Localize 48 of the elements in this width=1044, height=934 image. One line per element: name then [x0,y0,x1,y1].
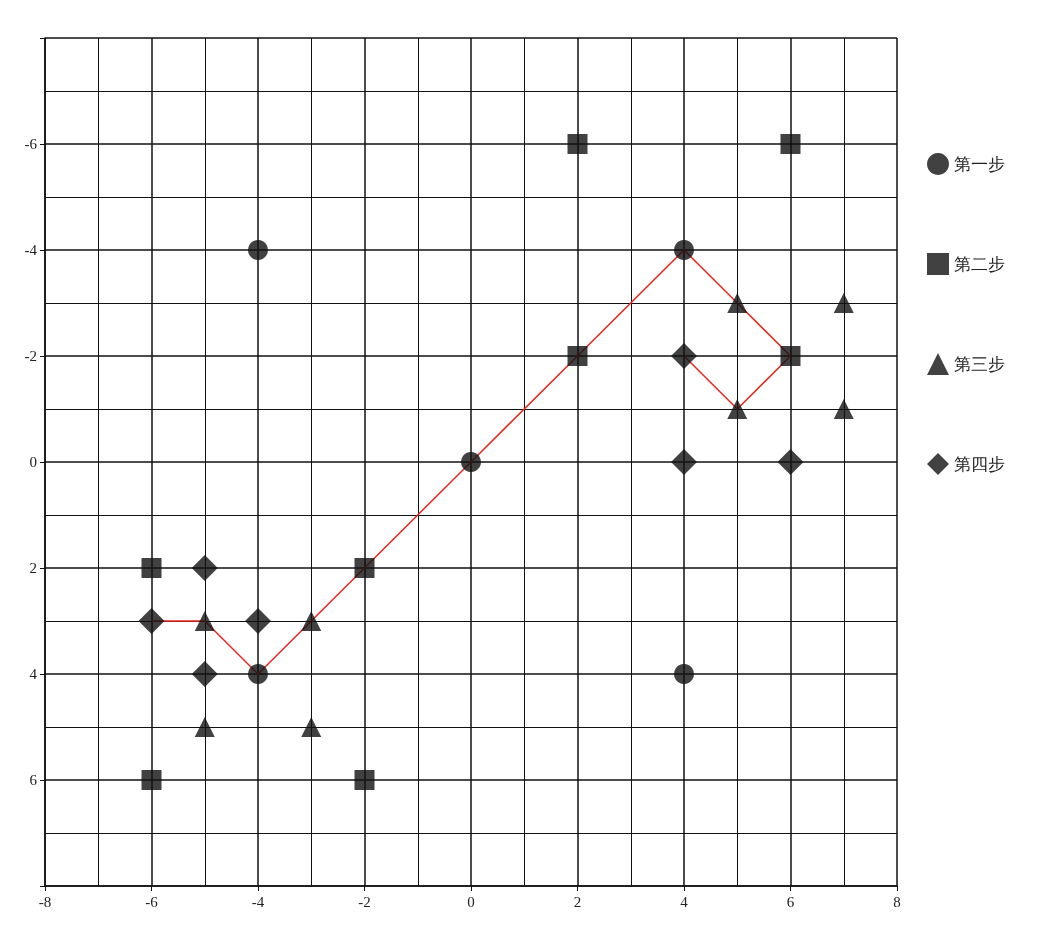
point [141,558,162,578]
point [777,449,804,475]
x-tick-label: 2 [573,893,582,910]
legend-label: 第一步 [954,154,1005,174]
point [674,664,694,684]
point [671,343,697,369]
point [301,611,322,631]
x-tick-label: -4 [251,893,265,910]
x-tick-label: -8 [38,893,52,910]
y-tick-label: -6 [24,136,38,152]
point [833,293,854,313]
point [248,240,268,260]
legend-label: 第三步 [954,354,1005,374]
x-tick-label: 4 [680,893,689,910]
point [194,717,215,737]
y-tick-label: 6 [29,772,38,788]
point [833,399,854,419]
y-tick-label: -4 [24,242,38,258]
point [354,558,375,578]
point [191,555,218,581]
point [354,770,375,790]
x-tick-label: -2 [358,893,371,910]
point [194,611,215,631]
y-tick-label: -2 [24,348,37,364]
point [727,399,748,419]
point [245,608,271,634]
point [138,608,165,634]
x-tick-label: 8 [893,893,901,910]
x-tick-label: 0 [467,893,475,910]
point [780,346,801,366]
point [248,664,268,684]
point [301,717,322,737]
y-tick-label: 0 [29,454,37,470]
point [567,346,588,366]
x-tick-label: 6 [786,893,795,910]
legend-label: 第四步 [954,454,1005,474]
legend-label: 第二步 [954,254,1005,274]
point [141,770,162,790]
point [567,134,588,154]
point [671,449,697,475]
point [780,134,801,154]
point [674,240,694,260]
y-tick-label: 2 [29,560,37,576]
y-tick-label: 4 [29,666,38,682]
x-tick-label: -6 [145,893,159,910]
point [191,661,218,687]
point [461,452,481,472]
point [727,293,748,313]
